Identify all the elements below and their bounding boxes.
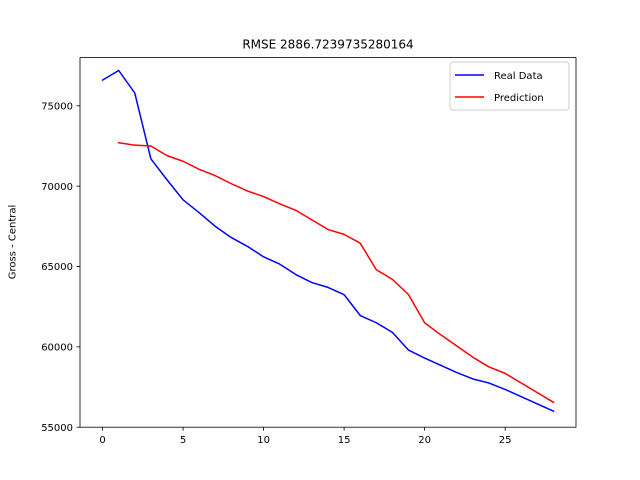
x-tick-label-1: 5 (180, 435, 186, 446)
y-tick-label-3: 70000 (41, 182, 73, 193)
series-line-2 (117, 141, 555, 404)
axes-frame (79, 57, 577, 428)
y-tick-label-0: 55000 (41, 423, 73, 434)
legend-box (449, 61, 570, 111)
x-tick-label-0: 0 (99, 435, 105, 446)
y-tick-label-2: 65000 (41, 262, 73, 273)
y-axis-ticks: 55000 60000 65000 70000 75000 (41, 101, 80, 434)
y-axis-label: Gross - Central (8, 205, 19, 280)
y-tick-label-1: 60000 (41, 342, 73, 353)
x-tick-label-2: 10 (257, 435, 270, 446)
series-layer (101, 69, 555, 413)
x-axis-ticks: 0 5 10 15 20 25 (99, 427, 512, 446)
y-tick-label-4: 75000 (41, 101, 73, 112)
legend-label-2: Prediction (494, 93, 544, 104)
x-tick-label-3: 15 (338, 435, 351, 446)
chart-title: RMSE 2886.7239735280164 (242, 38, 413, 52)
legend-label-1: Real Data (494, 71, 543, 82)
x-tick-label-4: 20 (418, 435, 431, 446)
x-tick-label-5: 25 (499, 435, 512, 446)
series-line-1 (101, 69, 555, 413)
legend: Real Data Prediction (449, 61, 570, 111)
